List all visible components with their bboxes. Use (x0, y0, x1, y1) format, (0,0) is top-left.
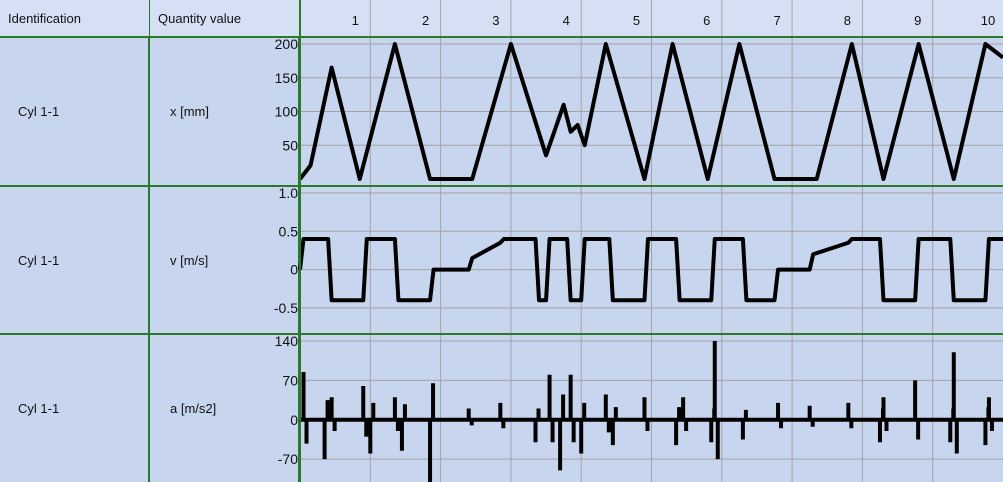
row-1-quantity-label: x [mm] (170, 104, 209, 119)
row-divider (0, 333, 1003, 335)
x-tick-label: 8 (844, 13, 851, 28)
row-3-identification[interactable]: Cyl 1-1 (0, 335, 150, 482)
x-tick-label: 7 (773, 13, 780, 28)
header-identification[interactable]: Identification (0, 0, 150, 36)
y-tick-label: 0 (290, 412, 298, 428)
x-tick-label: 1 (352, 13, 359, 28)
y-tick-label: -70 (278, 451, 298, 467)
row-3-id-label: Cyl 1-1 (18, 401, 60, 416)
row-3-quantity-label: a [m/s2] (170, 401, 217, 416)
x-tick-label: 2 (422, 13, 429, 28)
signal-trace (298, 236, 1003, 303)
row-divider (0, 185, 1003, 187)
signal-trace (300, 341, 1003, 482)
x-tick-label: 9 (914, 13, 921, 28)
row-1-id-label: Cyl 1-1 (18, 104, 60, 119)
y-tick-label: 50 (282, 137, 298, 153)
y-tick-label: 0 (290, 262, 298, 278)
row-2-id-label: Cyl 1-1 (18, 252, 60, 268)
y-tick-label: 0.5 (279, 223, 299, 239)
y-tick-label: -0.5 (274, 300, 298, 316)
row-divider (0, 36, 1003, 38)
y-tick-label: 200 (275, 36, 299, 52)
x-tick-label: 5 (633, 13, 640, 28)
header-identification-label: Identification (8, 10, 81, 26)
y-tick-label: 70 (282, 372, 298, 388)
x-tick-label: 4 (563, 13, 570, 28)
signal-trace (298, 42, 1003, 181)
header-quantity-value[interactable]: Quantity value (150, 0, 300, 36)
x-tick-label: 10 (981, 13, 995, 28)
x-tick-label: 3 (492, 13, 499, 28)
y-tick-label: 140 (275, 333, 299, 349)
row-2-identification[interactable]: Cyl 1-1 (0, 187, 150, 333)
row-2-quantity-label: v [m/s] (170, 252, 209, 268)
header-quantity-value-label: Quantity value (158, 10, 242, 26)
row-1-identification[interactable]: Cyl 1-1 (0, 38, 150, 185)
y-tick-label: 1.0 (279, 185, 299, 201)
y-tick-label: 150 (275, 70, 299, 86)
y-tick-label: 100 (275, 104, 299, 120)
x-tick-label: 6 (703, 13, 710, 28)
